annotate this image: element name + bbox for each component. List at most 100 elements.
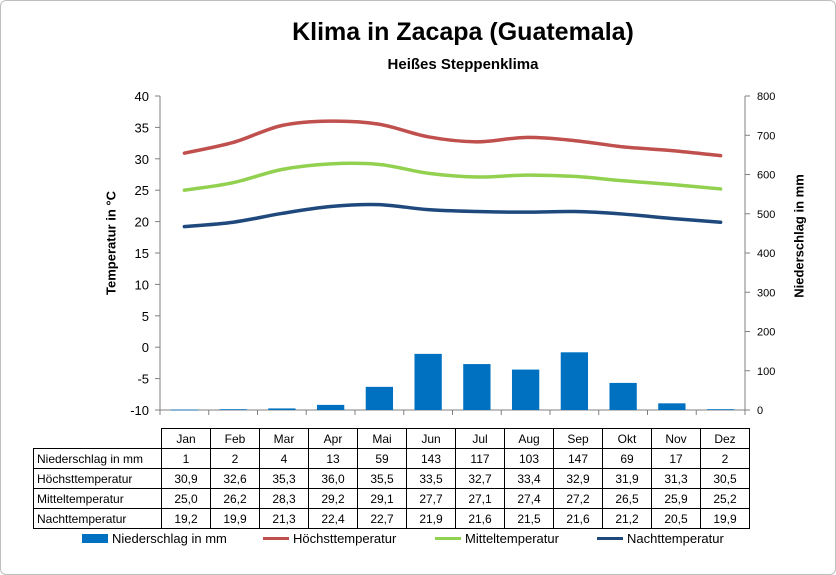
table-cell: 35,5 xyxy=(357,468,407,489)
table-row: Nachttemperatur 19,2 19,9 21,3 22,4 22,7 21,9 2… xyxy=(33,508,750,529)
precipitation-bar xyxy=(170,409,199,411)
table-cell: 32,6 xyxy=(210,468,260,489)
y-right-tick-label: 100 xyxy=(757,366,775,378)
table-cell: 32,9 xyxy=(553,468,603,489)
table-row: Niederschlag in mm 1 2 4 13 59 143 117 103 147 69 1… xyxy=(33,448,750,469)
table-row: Mitteltemperatur 25,0 26,2 28,3 29,2 29,1 27,7… xyxy=(33,488,750,509)
y-right-tick-label: 600 xyxy=(757,170,775,182)
table-cell: 33,5 xyxy=(406,468,456,489)
precipitation-bar xyxy=(706,409,735,411)
table-cell: 27,1 xyxy=(455,488,505,509)
table-cell: 25,0 xyxy=(161,488,211,509)
table-cell: 21,2 xyxy=(602,508,652,529)
table-cell: 2 xyxy=(210,448,260,469)
x-tick-label: Mai xyxy=(357,428,407,449)
y-left-tick-label: 25 xyxy=(135,183,149,198)
y-axis-right-label: Niederschlag in mm xyxy=(791,174,807,298)
table-cell: 143 xyxy=(406,448,456,469)
legend-item: Mitteltemperatur xyxy=(435,531,559,546)
table-row-label: Mitteltemperatur xyxy=(33,488,162,509)
table-cell: 117 xyxy=(455,448,505,469)
y-right-tick-label: 0 xyxy=(757,405,763,417)
table-corner-cell xyxy=(33,428,162,449)
x-tick-label: Okt xyxy=(602,428,652,449)
table-cell: 27,4 xyxy=(504,488,554,509)
table-cell: 13 xyxy=(308,448,358,469)
table-cell: 69 xyxy=(602,448,652,469)
x-tick-label: Jun xyxy=(406,428,456,449)
table-cell: 31,3 xyxy=(651,468,701,489)
chart-subtitle: Heißes Steppenklima xyxy=(387,56,539,73)
x-tick-label: Sep xyxy=(553,428,603,449)
table-cell: 29,2 xyxy=(308,488,358,509)
climate-chart: 40 35 30 25 20 15 10 5 0 -5 -10 800 700 600 500 400 300 2… xyxy=(130,89,775,418)
y-left-tick-label: 15 xyxy=(135,246,149,261)
table-cell: 21,6 xyxy=(455,508,505,529)
x-tick-label: Mar xyxy=(259,428,309,449)
table-cell: 147 xyxy=(553,448,603,469)
table-row-label: Niederschlag in mm xyxy=(33,448,162,469)
precipitation-bar xyxy=(268,408,296,410)
table-cell: 21,5 xyxy=(504,508,554,529)
y-left-tick-label: 5 xyxy=(142,309,149,324)
x-tick-label: Dez xyxy=(700,428,750,449)
y-left-tick-label: 0 xyxy=(142,340,149,355)
legend-item: Höchsttemperatur xyxy=(263,531,396,546)
data-table: Jan Feb Mar Apr Mai Jun Jul Aug Sep Okt Nov Dez Nied… xyxy=(33,428,750,529)
table-cell: 19,2 xyxy=(161,508,211,529)
table-cell: 25,9 xyxy=(651,488,701,509)
table-cell: 33,4 xyxy=(504,468,554,489)
precipitation-bar xyxy=(511,369,540,410)
y-right-tick-label: 400 xyxy=(757,248,775,260)
table-cell: 22,7 xyxy=(357,508,407,529)
x-tick-label: Feb xyxy=(210,428,260,449)
table-cell: 32,7 xyxy=(455,468,505,489)
table-cell: 27,7 xyxy=(406,488,456,509)
y-right-tick-label: 800 xyxy=(757,91,775,103)
table-cell: 27,2 xyxy=(553,488,603,509)
precipitation-bar xyxy=(658,403,686,410)
precipitation-bar xyxy=(609,382,637,410)
legend-swatch xyxy=(263,537,289,540)
table-cell: 103 xyxy=(504,448,554,469)
table-cell: 21,3 xyxy=(259,508,309,529)
table-cell: 19,9 xyxy=(210,508,260,529)
table-cell: 26,5 xyxy=(602,488,652,509)
table-row: Höchsttemperatur 30,9 32,6 35,3 36,0 35,5 33,5… xyxy=(33,468,750,489)
table-cell: 31,9 xyxy=(602,468,652,489)
precipitation-bar xyxy=(414,353,442,410)
x-tick-label: Nov xyxy=(651,428,701,449)
table-cell: 20,5 xyxy=(651,508,701,529)
legend-label: Niederschlag in mm xyxy=(112,531,227,546)
table-row-label: Höchsttemperatur xyxy=(33,468,162,489)
y-left-tick-label: 10 xyxy=(135,277,149,292)
table-cell: 35,3 xyxy=(259,468,309,489)
night-temp-line xyxy=(182,202,723,229)
table-cell: 21,9 xyxy=(406,508,456,529)
chart-title: Klima in Zacapa (Guatemala) xyxy=(292,18,634,46)
y-left-tick-label: 30 xyxy=(135,152,149,167)
legend-item: Niederschlag in mm xyxy=(82,531,227,546)
y-left-tick-label: -5 xyxy=(137,372,149,387)
legend-label: Höchsttemperatur xyxy=(293,531,397,546)
x-tick-label: Apr xyxy=(308,428,358,449)
table-cell: 26,2 xyxy=(210,488,260,509)
table-cell: 59 xyxy=(357,448,407,469)
table-cell: 4 xyxy=(259,448,309,469)
x-tick-label: Aug xyxy=(504,428,554,449)
y-right-tick-label: 700 xyxy=(757,130,775,142)
legend-item: Nachttemperatur xyxy=(597,531,724,546)
table-cell: 17 xyxy=(651,448,701,469)
table-cell: 19,9 xyxy=(700,508,750,529)
y-right-tick-label: 300 xyxy=(757,287,775,299)
table-cell: 30,9 xyxy=(161,468,211,489)
y-left-tick-label: 35 xyxy=(135,120,149,135)
table-cell: 21,6 xyxy=(553,508,603,529)
table-row-label: Nachttemperatur xyxy=(33,508,162,529)
x-tick-label: Jan xyxy=(161,428,211,449)
precipitation-bar xyxy=(219,409,247,411)
precipitation-bar xyxy=(560,352,589,410)
table-header-row: Jan Feb Mar Apr Mai Jun Jul Aug Sep Okt Nov Dez xyxy=(33,428,750,449)
y-left-tick-label: 20 xyxy=(135,215,149,230)
table-cell: 28,3 xyxy=(259,488,309,509)
